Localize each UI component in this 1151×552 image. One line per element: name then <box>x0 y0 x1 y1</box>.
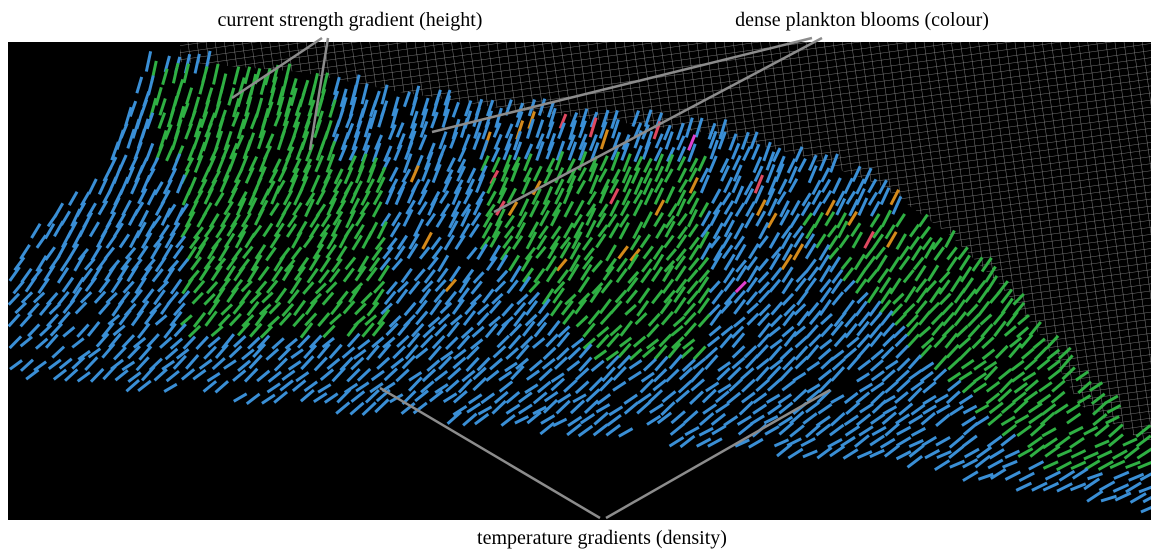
annotation-label: temperature gradients (density) <box>477 527 727 549</box>
annotation-label: dense plankton blooms (colour) <box>735 9 989 31</box>
annotation-label: current strength gradient (height) <box>218 9 483 31</box>
figure: current strength gradient (height) dense… <box>0 0 1151 552</box>
page: current strength gradient (height) dense… <box>0 0 1151 552</box>
